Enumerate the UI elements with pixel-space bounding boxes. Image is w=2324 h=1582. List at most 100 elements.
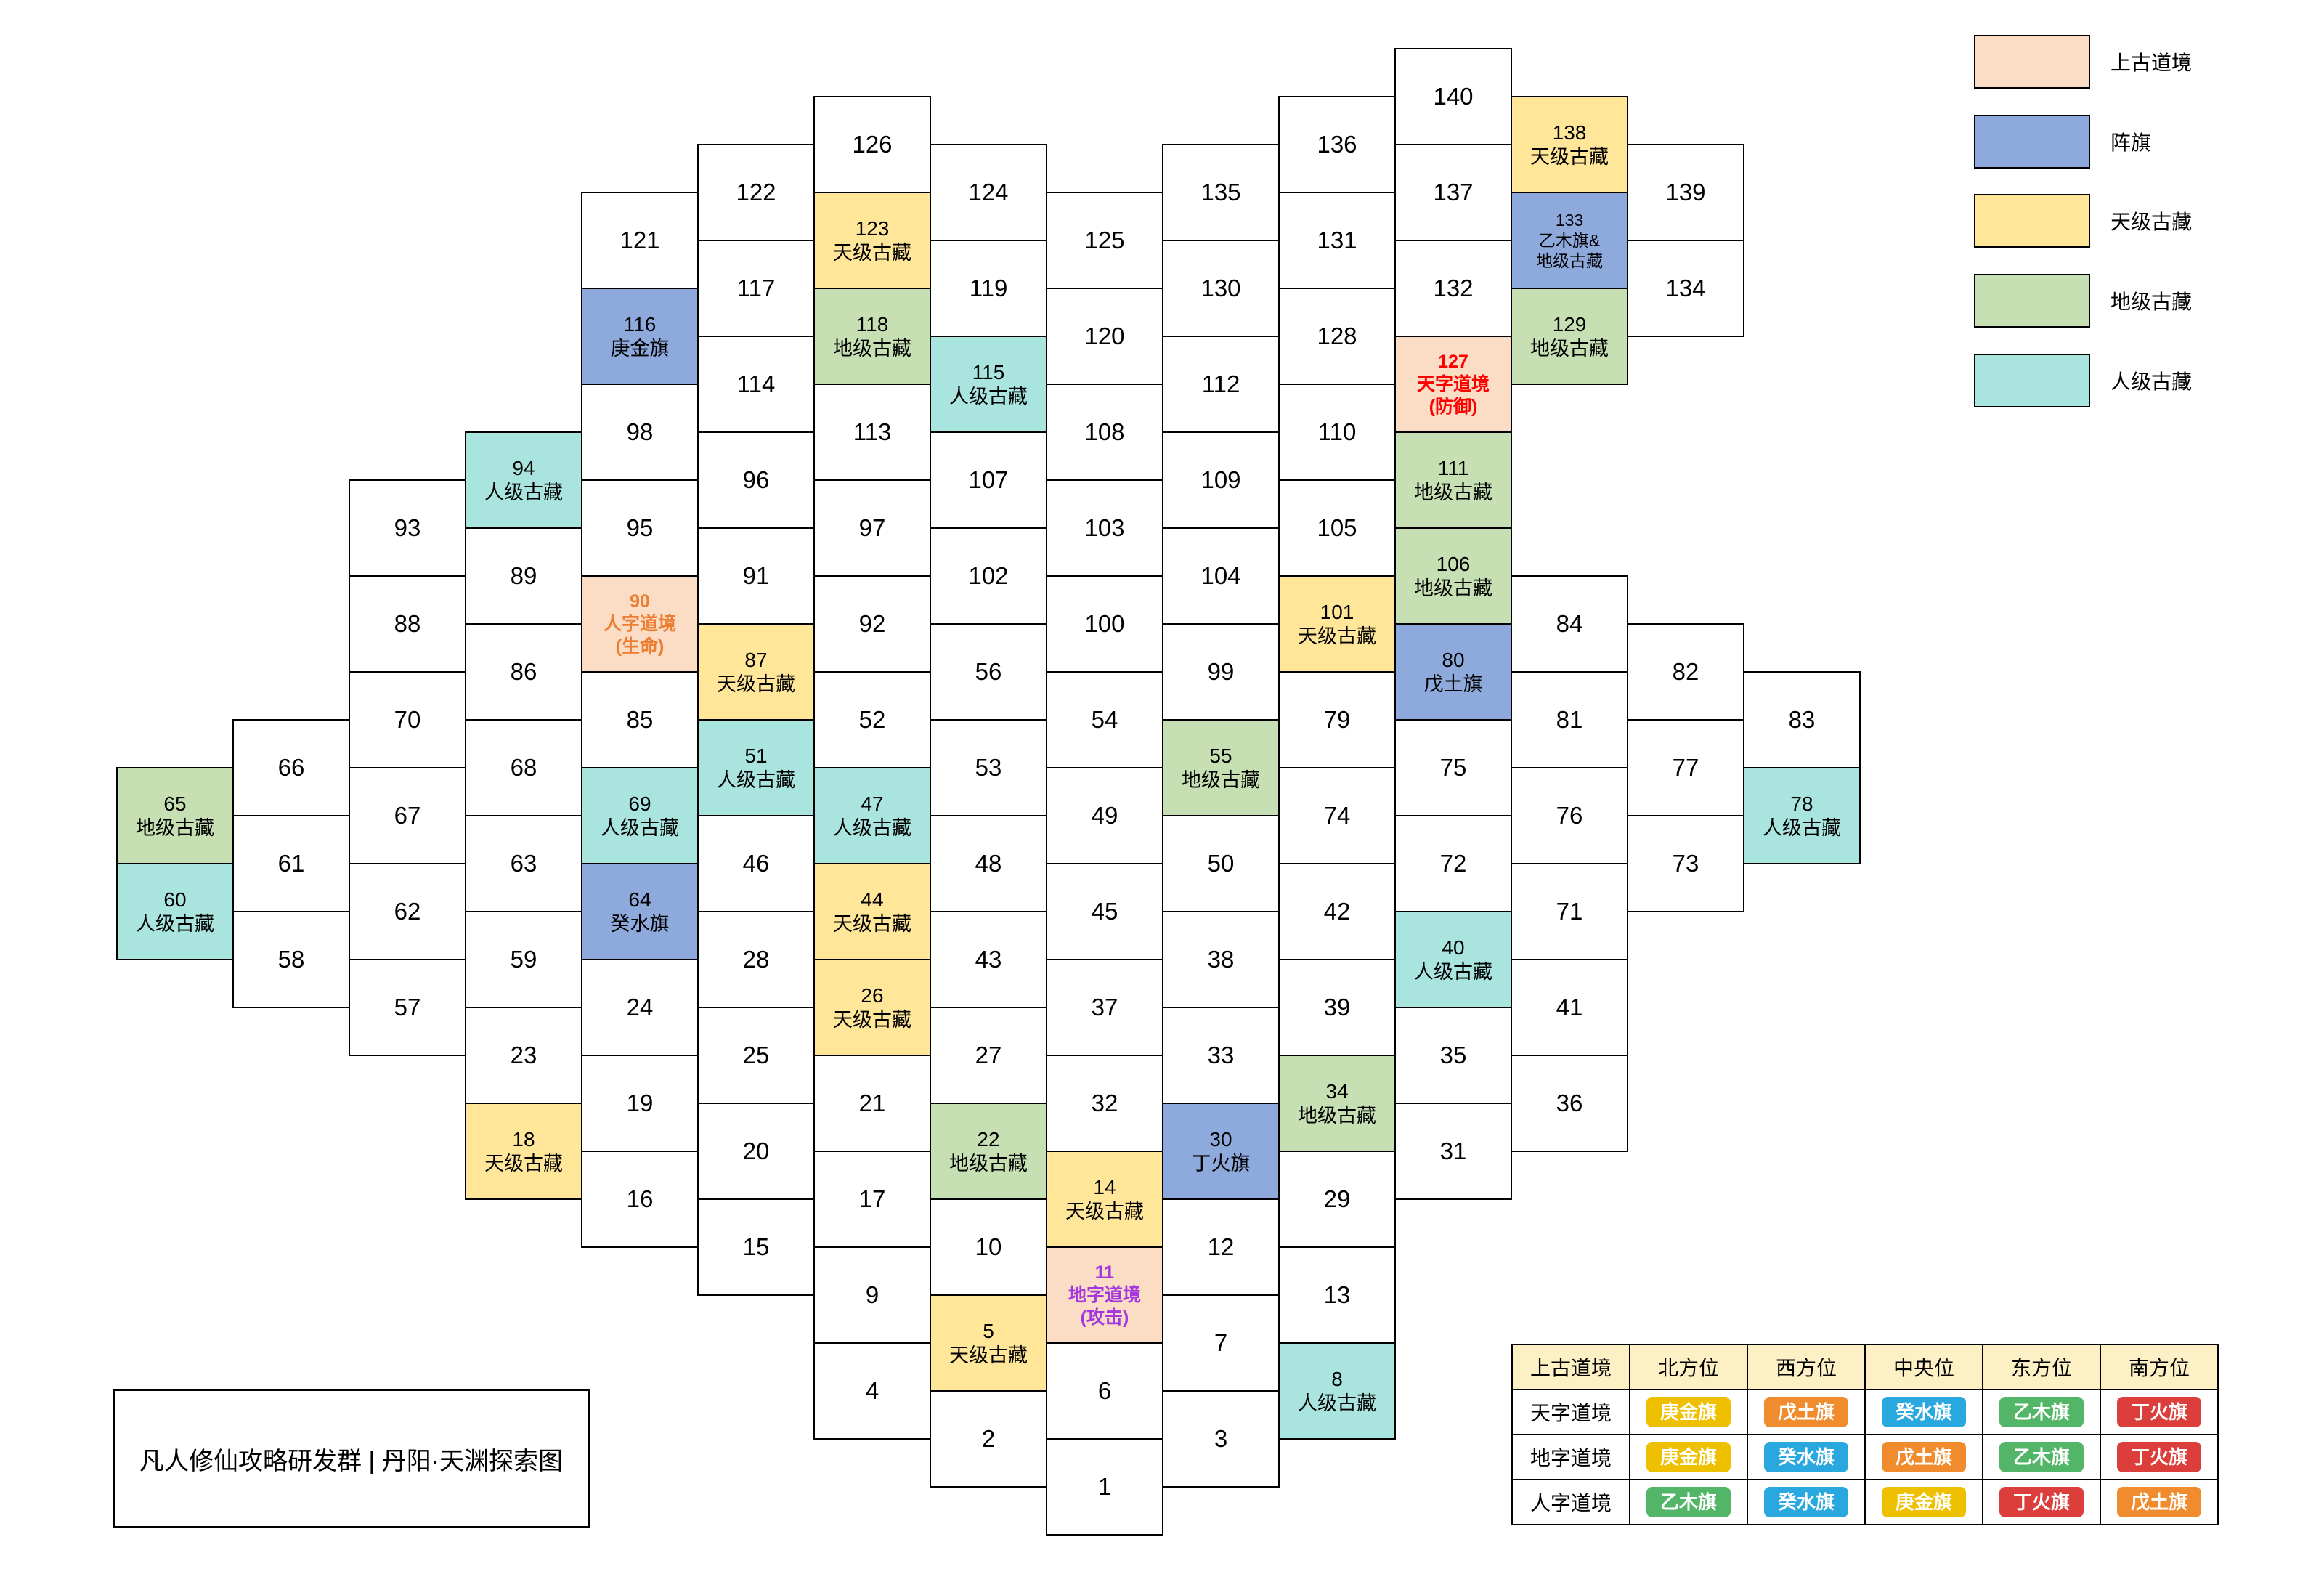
flag-badge-戊土旗: 戊土旗 (2117, 1487, 2201, 1517)
table-row-天字道境: 天字道境 庚金旗 戊土旗 癸水旗 乙木旗 丁火旗 (1511, 1389, 2219, 1435)
map-cell-93: 93 (349, 479, 466, 577)
map-cell-98: 98 (581, 384, 699, 481)
map-cell-35: 35 (1394, 1007, 1512, 1104)
legend-swatch-ancient-dao-realm (1974, 35, 2090, 89)
cell-number: 130 (1200, 275, 1241, 302)
flag-badge-癸水旗: 癸水旗 (1764, 1487, 1848, 1517)
map-cell-45: 45 (1046, 863, 1163, 960)
cell-number: 80 (1442, 648, 1465, 671)
map-cell-104: 104 (1162, 527, 1280, 625)
cell-label: 地级古藏 (1414, 481, 1492, 503)
map-cell-97: 97 (813, 479, 931, 577)
legend-swatch-human-treasure (1974, 354, 2090, 407)
map-cell-37: 37 (1046, 959, 1163, 1056)
cell-number: 77 (1672, 754, 1699, 782)
cell-number: 64 (628, 888, 651, 911)
cell-number: 4 (865, 1377, 879, 1405)
cell-number: 28 (742, 946, 770, 973)
map-cell-125: 125 (1046, 192, 1163, 289)
cell-number: 21 (858, 1090, 886, 1117)
map-cell-89: 89 (465, 527, 582, 625)
cell-realm-bonus: (攻击) (1080, 1307, 1129, 1328)
cell-number: 110 (1317, 418, 1357, 446)
map-cell-54: 54 (1046, 671, 1163, 768)
cell-realm-name: 天字道境 (1416, 373, 1490, 394)
map-cell-123: 123 天级古藏 (813, 192, 931, 289)
cell-label: 地级古藏 (1414, 577, 1492, 599)
map-cell-11: 11 地字道境 (攻击) (1046, 1246, 1163, 1344)
cell-number: 71 (1556, 898, 1583, 925)
cell-number: 115 (972, 360, 1005, 384)
map-cell-64: 64 癸水旗 (581, 863, 699, 960)
flag-badge-戊土旗: 戊土旗 (1882, 1442, 1966, 1472)
cell-flag-label: 庚金旗 (610, 337, 670, 360)
map-cell-23: 23 (465, 1007, 582, 1104)
map-cell-66: 66 (232, 719, 350, 816)
cell-number: 42 (1323, 898, 1351, 925)
cell-label: 地级古藏 (949, 1152, 1028, 1175)
cell-number: 52 (858, 706, 886, 734)
cell-number: 106 (1436, 552, 1471, 575)
cell-label: 天级古藏 (1530, 145, 1609, 168)
map-cell-95: 95 (581, 479, 699, 577)
cell-label: 地级古藏 (1182, 768, 1260, 791)
map-cell-78: 78 人级古藏 (1743, 767, 1861, 864)
map-cell-76: 76 (1511, 767, 1628, 864)
legend-swatch-earth-treasure (1974, 274, 2090, 328)
map-cell-43: 43 (930, 911, 1047, 1008)
cell-number: 140 (1433, 83, 1474, 110)
map-cell-130: 130 (1162, 240, 1280, 337)
cell-number: 107 (968, 466, 1009, 494)
cell-number: 38 (1207, 946, 1235, 973)
flag-badge-庚金旗: 庚金旗 (1646, 1442, 1731, 1472)
cell-number: 49 (1091, 802, 1118, 829)
map-cell-81: 81 (1511, 671, 1628, 768)
cell-label: 天级古藏 (717, 673, 795, 695)
map-cell-49: 49 (1046, 767, 1163, 864)
cell-number: 124 (968, 179, 1009, 206)
table-header-1: 北方位 (1629, 1344, 1748, 1390)
map-cell-46: 46 (697, 815, 815, 912)
map-cell-127: 127 天字道境 (防御) (1394, 336, 1512, 433)
map-cell-111: 111 地级古藏 (1394, 431, 1512, 529)
map-cell-73: 73 (1627, 815, 1744, 912)
cell-number: 25 (742, 1042, 770, 1069)
map-cell-53: 53 (930, 719, 1047, 816)
cell-number: 51 (744, 744, 768, 767)
map-cell-9: 9 (813, 1246, 931, 1344)
cell-number: 120 (1084, 323, 1125, 350)
map-cell-83: 83 (1743, 671, 1861, 768)
cell-number: 32 (1091, 1090, 1118, 1117)
cell-label: 人级古藏 (1763, 816, 1841, 839)
cell-number: 123 (855, 216, 890, 240)
map-cell-117: 117 (697, 240, 815, 337)
cell-label: 人级古藏 (1298, 1392, 1376, 1414)
cell-number: 102 (968, 562, 1009, 590)
cell-number: 139 (1665, 179, 1706, 206)
map-cell-103: 103 (1046, 479, 1163, 577)
cell-realm-name: 地字道境 (1068, 1284, 1141, 1305)
cell-number: 103 (1084, 514, 1125, 542)
map-cell-108: 108 (1046, 384, 1163, 481)
cell-number: 10 (975, 1233, 1002, 1261)
cell-number: 61 (277, 850, 305, 877)
cell-number: 37 (1091, 994, 1118, 1021)
cell-number: 46 (742, 850, 770, 877)
map-cell-42: 42 (1278, 863, 1396, 960)
cell-label: 人级古藏 (601, 816, 679, 839)
footer-title: 凡人修仙攻略研发群 | 丹阳·天渊探索图 (139, 1447, 564, 1475)
map-cell-139: 139 (1627, 144, 1744, 241)
map-cell-50: 50 (1162, 815, 1280, 912)
cell-number: 45 (1091, 898, 1118, 925)
cell-number: 16 (626, 1185, 654, 1213)
cell-number: 39 (1323, 994, 1351, 1021)
cell-number: 34 (1325, 1079, 1349, 1103)
legend-label-formation-flag: 阵旗 (2110, 131, 2152, 154)
map-cell-14: 14 天级古藏 (1046, 1151, 1163, 1248)
map-cell-52: 52 (813, 671, 931, 768)
map-cell-62: 62 (349, 863, 466, 960)
cell-number: 74 (1323, 802, 1351, 829)
cell-number: 125 (1084, 227, 1125, 254)
cell-number: 44 (861, 888, 884, 911)
cell-number: 17 (858, 1185, 886, 1213)
